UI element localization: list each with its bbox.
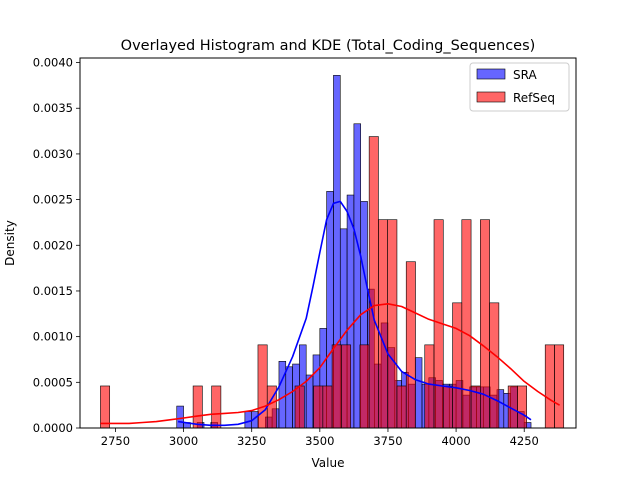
bar-refseq xyxy=(211,385,222,429)
x-tick-label: 3000 xyxy=(169,434,198,448)
y-tick-label: 0.0015 xyxy=(33,284,73,298)
y-tick-label: 0.0030 xyxy=(33,147,73,161)
y-tick-label: 0.0035 xyxy=(33,101,73,115)
x-tick-label: 3500 xyxy=(305,434,334,448)
x-tick-label: 3250 xyxy=(237,434,266,448)
y-tick-label: 0.0040 xyxy=(33,56,73,70)
bar-sra xyxy=(176,405,184,429)
kde-line-refseq xyxy=(100,302,560,425)
bar-sra xyxy=(414,357,423,429)
bar-refseq xyxy=(378,219,388,429)
bar-refseq xyxy=(544,344,555,429)
bar-refseq xyxy=(517,385,527,429)
bar-sra xyxy=(285,366,293,429)
kde-line-sra xyxy=(177,200,532,427)
x-tick-label: 3750 xyxy=(373,434,402,448)
bar-refseq xyxy=(387,219,398,429)
bar-refseq xyxy=(461,219,472,429)
bar-refseq xyxy=(100,385,111,429)
bar-refseq xyxy=(368,136,379,429)
x-tick-label: 2750 xyxy=(101,434,130,448)
legend-swatch-refseq xyxy=(476,91,506,103)
x-tick-label: 4000 xyxy=(441,434,470,448)
x-axis-label: Value xyxy=(312,456,345,470)
bar-refseq xyxy=(192,385,203,429)
x-tick-label: 4250 xyxy=(510,434,539,448)
legend-label-refseq: RefSeq xyxy=(513,91,555,105)
y-axis-label: Density xyxy=(3,220,17,266)
bar-refseq xyxy=(424,344,435,429)
bar-refseq xyxy=(313,385,324,429)
bar-refseq xyxy=(341,344,351,429)
bar-refseq xyxy=(489,302,500,429)
axes-layer: 2750 3000 3250 3500 3750 4000 4250 0.0000 0.0005… xyxy=(33,56,539,448)
legend-swatch-sra xyxy=(476,68,506,80)
y-tick-label: 0.0005 xyxy=(33,375,73,389)
plot-frame xyxy=(79,57,577,429)
kde-layer xyxy=(100,200,560,427)
bar-sra xyxy=(278,361,287,429)
legend-label-sra: SRA xyxy=(513,68,537,82)
y-tick-label: 0.0010 xyxy=(33,330,73,344)
bar-refseq xyxy=(331,344,342,429)
y-tick-label: 0.0025 xyxy=(33,193,73,207)
bar-sra xyxy=(305,374,314,429)
bar-refseq xyxy=(452,302,463,429)
legend: SRA RefSeq xyxy=(469,62,570,112)
bar-refseq xyxy=(359,344,370,429)
y-tick-label: 0.0020 xyxy=(33,238,73,252)
bar-refseq xyxy=(294,385,305,429)
bar-refseq xyxy=(554,344,565,429)
chart-title: Overlayed Histogram and KDE (Total_Codin… xyxy=(121,38,536,54)
bar-refseq xyxy=(405,261,416,429)
bar-refseq xyxy=(396,385,407,429)
bar-refseq xyxy=(322,385,333,429)
bar-sra xyxy=(244,411,252,429)
y-tick-label: 0.0000 xyxy=(33,421,73,435)
bar-refseq xyxy=(442,385,453,429)
